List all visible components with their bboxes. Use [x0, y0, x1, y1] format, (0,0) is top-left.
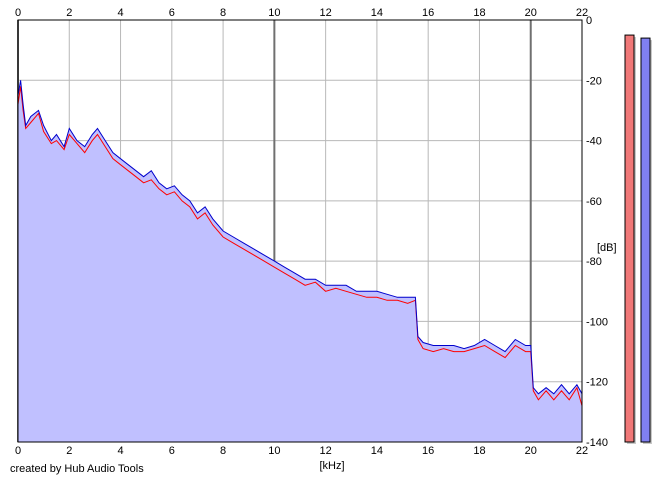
x-tick-label-top: 18 [473, 7, 485, 19]
x-tick-label-top: 12 [320, 7, 332, 19]
y-tick-label: -80 [586, 256, 602, 268]
x-tick-label-bottom: 22 [576, 445, 588, 457]
y-tick-label: -140 [586, 437, 608, 449]
level-meter-right [640, 37, 651, 443]
x-tick-label-top: 10 [268, 7, 280, 19]
x-tick-label-bottom: 18 [473, 445, 485, 457]
y-axis-label: [dB] [597, 242, 617, 254]
x-tick-label-top: 22 [576, 7, 588, 19]
x-axis-label: [kHz] [319, 460, 344, 472]
x-tick-label-top: 8 [220, 7, 226, 19]
level-meters [624, 34, 652, 444]
x-tick-label-top: 16 [422, 7, 434, 19]
footer-credit: created by Hub Audio Tools [10, 463, 144, 475]
spectrum-line-red [17, 86, 583, 406]
plot-border [17, 19, 583, 443]
series-layer [17, 80, 583, 443]
x-tick-label-top: 4 [117, 7, 123, 19]
x-tick-label-bottom: 16 [422, 445, 434, 457]
y-tick-label: 0 [586, 15, 592, 27]
x-tick-label-bottom: 12 [320, 445, 332, 457]
tick-labels: 002244668810101212141416161818202022220-… [15, 7, 608, 457]
x-tick-label-bottom: 6 [169, 445, 175, 457]
x-tick-label-top: 6 [169, 7, 175, 19]
x-tick-label-bottom: 2 [66, 445, 72, 457]
y-tick-label: -60 [586, 196, 602, 208]
x-tick-label-bottom: 4 [117, 445, 123, 457]
x-tick-label-bottom: 0 [15, 445, 21, 457]
y-tick-label: -100 [586, 316, 608, 328]
y-tick-label: -40 [586, 136, 602, 148]
plot-frame [17, 19, 583, 443]
spectrum-line-blue [17, 80, 583, 395]
x-tick-label-top: 14 [371, 7, 383, 19]
x-tick-label-bottom: 10 [268, 445, 280, 457]
spectrum-area-fill [18, 80, 582, 443]
level-meter-left [624, 34, 635, 443]
x-tick-label-top: 0 [15, 7, 21, 19]
x-tick-label-top: 2 [66, 7, 72, 19]
x-tick-label-bottom: 14 [371, 445, 383, 457]
x-tick-label-bottom: 8 [220, 445, 226, 457]
x-tick-label-bottom: 20 [525, 445, 537, 457]
x-tick-label-top: 20 [525, 7, 537, 19]
y-tick-label: -120 [586, 377, 608, 389]
y-tick-label: -20 [586, 75, 602, 87]
